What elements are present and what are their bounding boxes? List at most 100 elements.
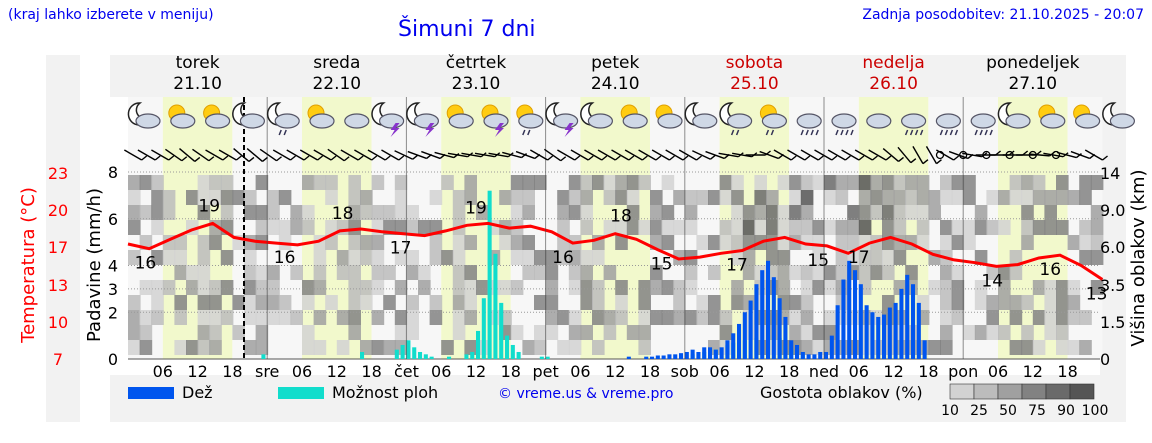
cloud-cell xyxy=(313,310,327,325)
day-name: petek xyxy=(591,53,639,73)
cloud-cell xyxy=(302,325,315,340)
wind-barb xyxy=(557,149,581,161)
cloud-shape xyxy=(448,113,474,129)
cloud-cell xyxy=(197,190,211,205)
wind-shaft xyxy=(597,149,616,161)
left-axis-panel xyxy=(46,55,80,422)
wind-barb xyxy=(259,148,282,162)
cloud-cell xyxy=(870,205,883,220)
cloud-cell xyxy=(998,265,1011,280)
wind-barb-row xyxy=(123,145,1108,165)
wind-calm-circle xyxy=(1005,150,1014,160)
cloud-cell xyxy=(731,250,744,265)
cloud-cell xyxy=(1009,310,1023,325)
wind-feather xyxy=(343,156,350,162)
cloud-cell xyxy=(812,175,825,190)
wind-barb xyxy=(286,149,310,161)
wind-shaft xyxy=(827,149,846,161)
cloud-cell xyxy=(255,175,269,190)
x-tick: 06 xyxy=(570,362,590,381)
cloud-cell xyxy=(499,280,512,295)
wind-shaft xyxy=(192,148,210,162)
cloud-cell xyxy=(545,295,559,310)
cloud-cell xyxy=(1009,340,1023,355)
height-tick: 9.0 xyxy=(1100,201,1125,220)
wind-shaft xyxy=(678,149,697,161)
cloud-cell xyxy=(742,265,756,280)
wind-feather xyxy=(398,155,405,161)
cloud-cell xyxy=(940,220,953,235)
showers-bar xyxy=(360,351,365,359)
cloud-cell xyxy=(255,340,269,355)
copyright-link[interactable]: © vreme.us & vreme.pro xyxy=(498,386,674,402)
cloud-cell xyxy=(510,235,524,250)
wind-barb xyxy=(205,149,229,161)
cloud-cell xyxy=(244,190,257,205)
cloud-cell xyxy=(162,205,176,220)
wind-shaft xyxy=(179,148,196,162)
cloud-cell xyxy=(267,295,280,310)
rain-bar xyxy=(847,260,852,359)
rain-bar xyxy=(684,351,689,359)
wind-feather xyxy=(790,155,797,161)
cloud-cell xyxy=(661,175,675,190)
temperature-label: 14 xyxy=(981,271,1003,291)
showers-bar xyxy=(516,351,521,359)
x-tick: 06 xyxy=(709,362,729,381)
cloud-cell xyxy=(452,310,466,325)
cloud-cell xyxy=(800,220,814,235)
cloud-cell xyxy=(348,250,361,265)
wind-feather xyxy=(922,159,929,165)
cloud-cell xyxy=(963,175,976,190)
x-tick: 06 xyxy=(431,362,451,381)
cloud-cell xyxy=(1044,280,1057,295)
temperature-label: 18 xyxy=(332,204,354,224)
cloud-cell xyxy=(394,220,408,235)
cloud-cell xyxy=(812,220,825,235)
cloud-cell xyxy=(383,295,396,310)
cloud-cell xyxy=(615,235,628,250)
cloud-cell xyxy=(464,295,477,310)
cloud-cell xyxy=(209,175,222,190)
cloud-cell xyxy=(360,280,373,295)
cloud-rain-icon xyxy=(831,113,857,136)
cloud-cell xyxy=(708,310,721,325)
wind-shaft xyxy=(854,149,873,161)
wind-shaft xyxy=(557,149,576,161)
cloud-cell xyxy=(557,220,570,235)
cloud-cell xyxy=(603,265,617,280)
cloud-cell xyxy=(534,340,547,355)
wind-barb xyxy=(327,148,350,162)
wind-shaft xyxy=(123,149,143,161)
wind-barb xyxy=(814,149,838,161)
cloud-cell xyxy=(789,190,802,205)
height-tick: 3.5 xyxy=(1100,276,1125,295)
cloud-cell xyxy=(162,250,176,265)
cloud-cell xyxy=(464,310,477,325)
cloud-cell xyxy=(1044,295,1057,310)
wind-shaft xyxy=(354,149,373,161)
wind-shaft xyxy=(651,149,670,161)
cloud-shape xyxy=(239,113,265,129)
precip-tick: 3 xyxy=(108,280,118,299)
cloud-cell xyxy=(267,205,280,220)
cloud-rain-icon xyxy=(970,113,996,136)
x-tick: 12 xyxy=(187,362,207,381)
cloud-cell xyxy=(1044,190,1057,205)
rain-drop xyxy=(835,129,839,136)
cloud-cell xyxy=(545,310,559,325)
wind-feather xyxy=(521,153,528,159)
cloud-cell xyxy=(151,175,164,190)
x-tick: 06 xyxy=(849,362,869,381)
cloud-cell xyxy=(800,265,814,280)
cloud-cell xyxy=(789,175,802,190)
cloud-cell xyxy=(789,205,802,220)
cloud-cell xyxy=(1079,235,1092,250)
cloud-cell xyxy=(824,220,837,235)
rain-bar xyxy=(644,356,649,359)
cloud-cell xyxy=(951,280,965,295)
cloud-cell xyxy=(348,235,361,250)
wind-barb xyxy=(502,151,528,159)
cloud-cell xyxy=(603,190,617,205)
wind-feather xyxy=(872,155,878,161)
